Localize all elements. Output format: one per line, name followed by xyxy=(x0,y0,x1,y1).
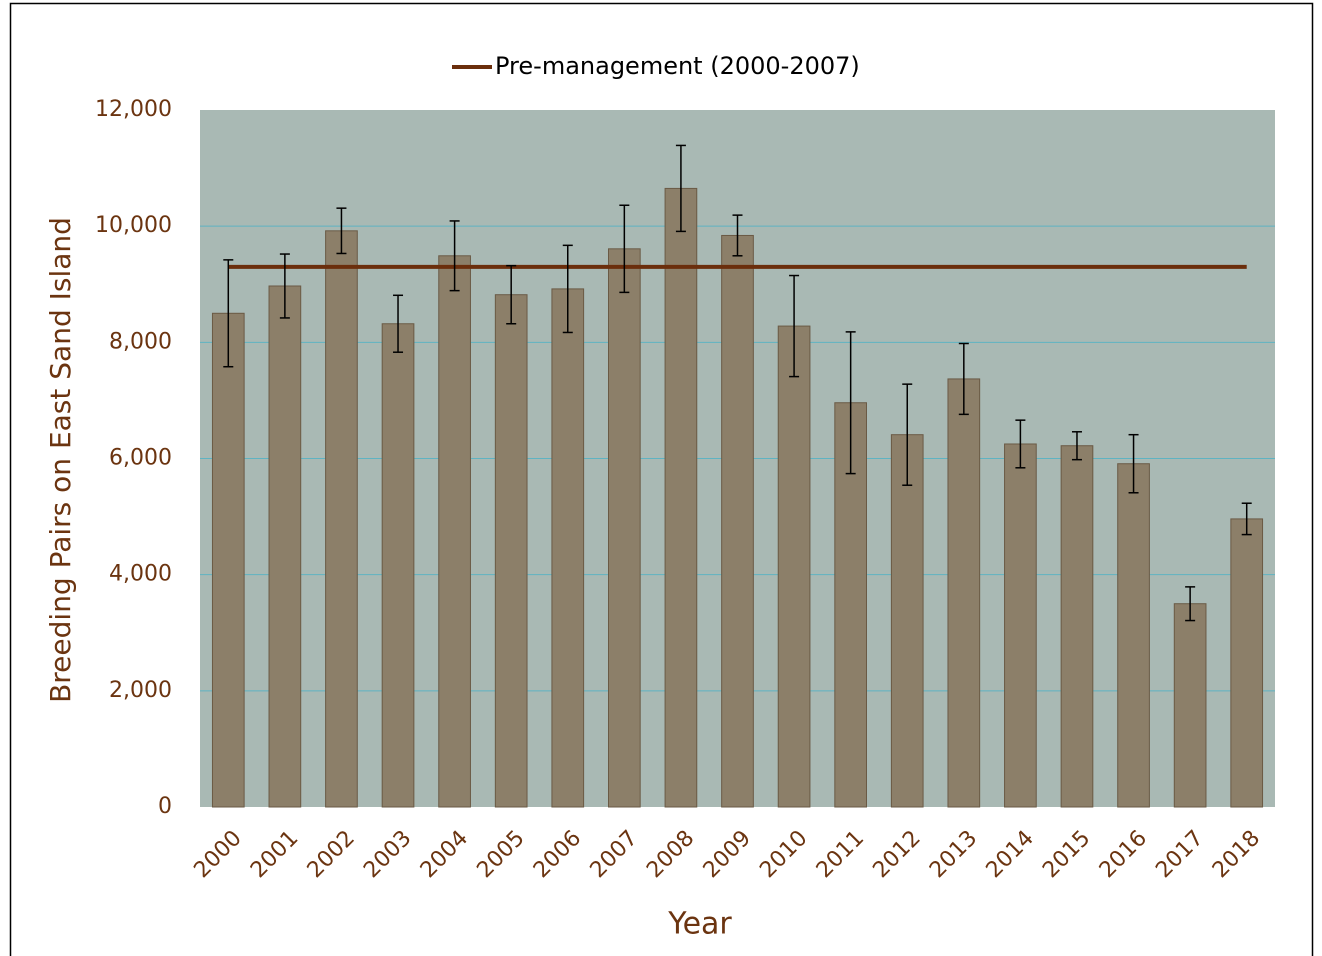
bar xyxy=(890,434,924,808)
x-tick-label: 2001 xyxy=(246,826,303,883)
bar xyxy=(777,325,811,808)
x-tick-label: 2009 xyxy=(699,826,756,883)
x-tick-label: 2008 xyxy=(642,826,699,883)
bar xyxy=(1173,603,1207,808)
bar xyxy=(664,187,698,808)
y-tick-label: 12,000 xyxy=(95,97,172,122)
bar xyxy=(947,378,981,808)
bar xyxy=(721,234,754,808)
bar xyxy=(1004,443,1037,808)
y-axis-title: Breeding Pairs on East Sand Island xyxy=(44,217,77,703)
x-tick-label: 2004 xyxy=(416,826,473,883)
x-tick-label: 2018 xyxy=(1208,826,1265,883)
bar xyxy=(268,285,302,808)
chart-frame xyxy=(9,2,1314,956)
x-tick-label: 2014 xyxy=(982,826,1039,883)
bar xyxy=(1060,445,1094,808)
bar xyxy=(551,288,585,808)
x-tick-label: 2006 xyxy=(529,826,586,883)
y-tick-label: 4,000 xyxy=(109,562,172,587)
bar xyxy=(1230,518,1264,808)
y-tick-label: 8,000 xyxy=(109,329,172,354)
x-tick-label: 2007 xyxy=(586,826,643,883)
x-tick-label: 2016 xyxy=(1095,826,1152,883)
x-tick-label: 2013 xyxy=(925,826,982,883)
x-tick-label: 2005 xyxy=(472,826,529,883)
bar xyxy=(494,294,528,808)
y-tick-label: 6,000 xyxy=(109,446,172,471)
y-tick-label: 10,000 xyxy=(95,213,172,238)
y-tick-label: 0 xyxy=(158,794,172,819)
bar xyxy=(211,312,245,808)
bar xyxy=(325,230,358,808)
x-tick-label: 2000 xyxy=(189,826,246,883)
x-tick-label: 2003 xyxy=(359,826,416,883)
x-tick-label: 2011 xyxy=(812,826,869,883)
bar xyxy=(1117,463,1150,808)
bar xyxy=(381,323,415,808)
legend-label: Pre-management (2000-2007) xyxy=(495,52,860,80)
y-tick-label: 2,000 xyxy=(109,678,172,703)
x-tick-label: 2015 xyxy=(1038,826,1095,883)
x-tick-label: 2017 xyxy=(1151,826,1208,883)
bar xyxy=(608,248,641,808)
x-axis-title: Year xyxy=(667,907,732,942)
x-tick-label: 2010 xyxy=(755,826,812,883)
x-tick-label: 2002 xyxy=(303,826,360,883)
bar xyxy=(438,255,471,808)
x-tick-label: 2012 xyxy=(868,826,925,883)
